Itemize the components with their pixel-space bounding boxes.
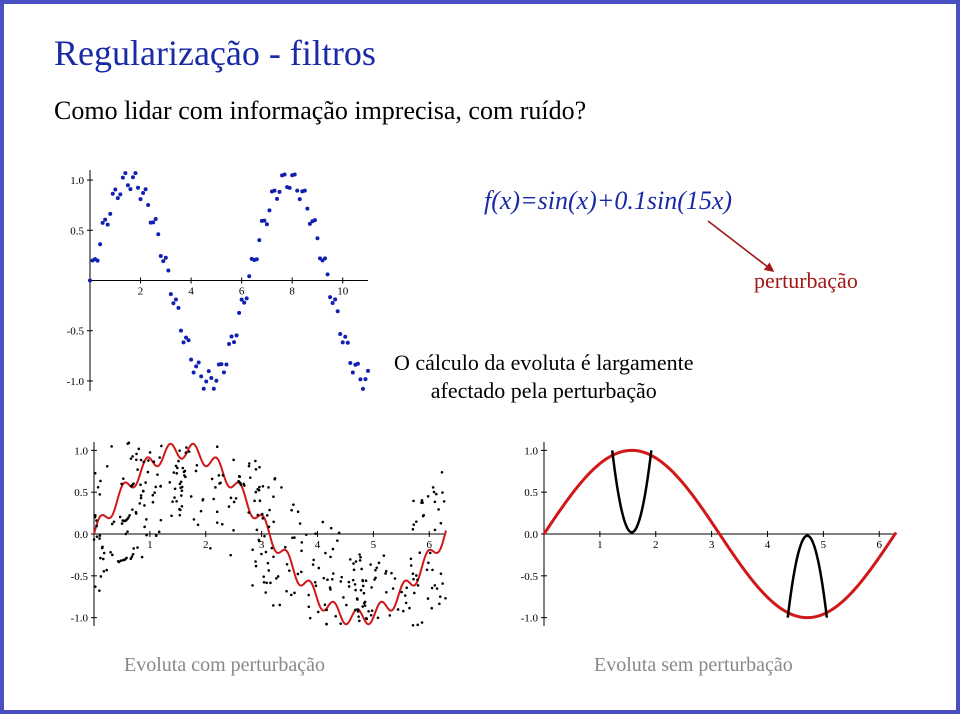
svg-text:4: 4 (315, 539, 321, 551)
chart-evoluta-perturbed: 123456-1.0-0.50.00.51.0 (54, 434, 454, 644)
perturbation-label: perturbação (754, 268, 858, 294)
svg-text:-0.5: -0.5 (71, 571, 89, 583)
formula: f(x)=sin(x)+0.1sin(15x) (484, 186, 732, 216)
svg-text:8: 8 (289, 286, 295, 298)
svg-text:0.0: 0.0 (524, 529, 538, 541)
subtitle: Como lidar com informação imprecisa, com… (4, 74, 956, 126)
svg-text:0.5: 0.5 (524, 487, 538, 499)
svg-text:-0.5: -0.5 (521, 571, 539, 583)
chart-evoluta-clean: 1 2 3 4 5 6 -1.0 -0.5 0.0 0.5 1.0 (504, 434, 904, 644)
svg-text:2: 2 (653, 539, 659, 551)
svg-text:5: 5 (371, 539, 377, 551)
svg-text:4: 4 (188, 286, 194, 298)
caption-right: Evoluta sem perturbação (594, 654, 793, 677)
svg-text:1.0: 1.0 (74, 445, 88, 457)
svg-text:0.0: 0.0 (74, 529, 88, 541)
svg-text:10: 10 (337, 286, 349, 298)
svg-text:6: 6 (239, 286, 245, 298)
svg-text:-1.0: -1.0 (67, 376, 85, 388)
svg-text:1: 1 (597, 539, 603, 551)
chart-noisy-sine: 2 4 6 8 10 -1.0 -0.5 0.5 1.0 (54, 164, 374, 409)
body-text: O cálculo da evoluta é largamenteafectad… (394, 349, 694, 404)
svg-text:5: 5 (821, 539, 827, 551)
svg-text:2: 2 (138, 286, 144, 298)
svg-text:-1.0: -1.0 (71, 613, 89, 625)
svg-text:6: 6 (876, 539, 882, 551)
svg-text:1.0: 1.0 (524, 445, 538, 457)
svg-text:-1.0: -1.0 (521, 613, 539, 625)
svg-text:0.5: 0.5 (70, 225, 84, 237)
svg-text:1.0: 1.0 (70, 175, 84, 187)
page-title: Regularização - filtros (4, 4, 956, 74)
svg-text:0.5: 0.5 (74, 487, 88, 499)
svg-text:3: 3 (709, 539, 715, 551)
svg-text:1: 1 (147, 539, 153, 551)
svg-text:2: 2 (203, 539, 209, 551)
caption-left: Evoluta com perturbação (124, 654, 325, 677)
svg-text:-0.5: -0.5 (67, 326, 85, 338)
svg-text:4: 4 (765, 539, 771, 551)
